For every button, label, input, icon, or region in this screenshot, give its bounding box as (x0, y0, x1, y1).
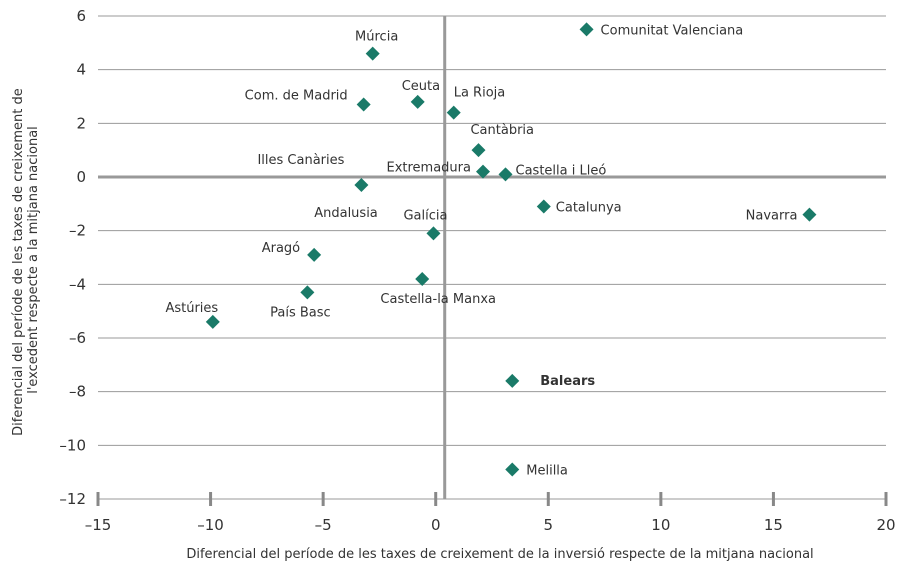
x-tick-label: 10 (651, 516, 670, 534)
y-axis-title-line-1: Diferencial del període de les taxes de … (11, 88, 26, 436)
point-label: Cantàbria (470, 123, 534, 138)
data-point (802, 207, 817, 222)
point-label: La Rioja (454, 86, 506, 101)
x-tick-label: –5 (315, 516, 332, 534)
data-point (498, 167, 513, 182)
data-point (300, 285, 315, 300)
point-label: Extremadura (386, 161, 471, 176)
data-points (205, 22, 817, 477)
axes (96, 16, 888, 506)
data-point (410, 94, 425, 109)
x-tick-label: –10 (197, 516, 224, 534)
data-point (365, 46, 380, 61)
point-label: Ceuta (402, 79, 440, 94)
data-point (536, 199, 551, 214)
data-point (426, 226, 441, 241)
point-label: Castella-la Manxa (380, 292, 496, 307)
data-point (356, 97, 371, 112)
data-point (415, 271, 430, 286)
data-point (446, 105, 461, 120)
point-labels: Comunitat Valenciana Múrcia Com. de Madrid… (165, 23, 797, 478)
data-point (505, 462, 520, 477)
y-tick-label: –2 (69, 222, 86, 240)
y-tick-label: –4 (69, 275, 86, 293)
point-label: Astúries (165, 301, 218, 316)
x-axis-title: Diferencial del període de les taxes de … (186, 547, 813, 562)
point-label: Navarra (746, 209, 798, 224)
y-axis-title-line-2: l'excedent respecte a la mitjana naciona… (26, 126, 41, 394)
y-tick-label: 6 (76, 7, 86, 25)
data-point (205, 314, 220, 329)
data-point (505, 373, 520, 388)
y-tick-label: –12 (59, 490, 86, 508)
point-label: Comunitat Valenciana (601, 23, 744, 38)
point-label: Illes Canàries (257, 153, 344, 168)
data-point (354, 178, 369, 193)
point-label: Castella i Lleó (516, 163, 607, 178)
y-tick-label: 4 (76, 61, 86, 79)
y-axis-title: Diferencial del període de les taxes de … (11, 84, 41, 436)
data-point (475, 164, 490, 179)
point-label: Aragó (262, 241, 300, 256)
y-tick-label: 0 (76, 168, 86, 186)
y-tick-label: 2 (76, 114, 86, 132)
point-label: País Basc (270, 305, 331, 320)
point-label: Com. de Madrid (245, 89, 348, 104)
point-label: Catalunya (556, 201, 622, 216)
data-point (579, 22, 594, 37)
data-point (471, 143, 486, 158)
y-tick-label: –10 (59, 436, 86, 454)
x-tick-label: –15 (85, 516, 112, 534)
point-label: Múrcia (355, 30, 398, 45)
point-label: Galícia (403, 208, 447, 223)
y-tick-label: –6 (69, 329, 86, 347)
y-tick-label: –8 (69, 383, 86, 401)
point-label: Melilla (526, 463, 568, 478)
x-tick-label: 5 (544, 516, 554, 534)
x-tick-label: 20 (876, 516, 895, 534)
data-point (307, 247, 322, 262)
point-label: Balears (540, 374, 595, 389)
x-tick-label: 15 (764, 516, 783, 534)
point-label: Andalusia (314, 206, 378, 221)
x-tick-label: 0 (431, 516, 441, 534)
